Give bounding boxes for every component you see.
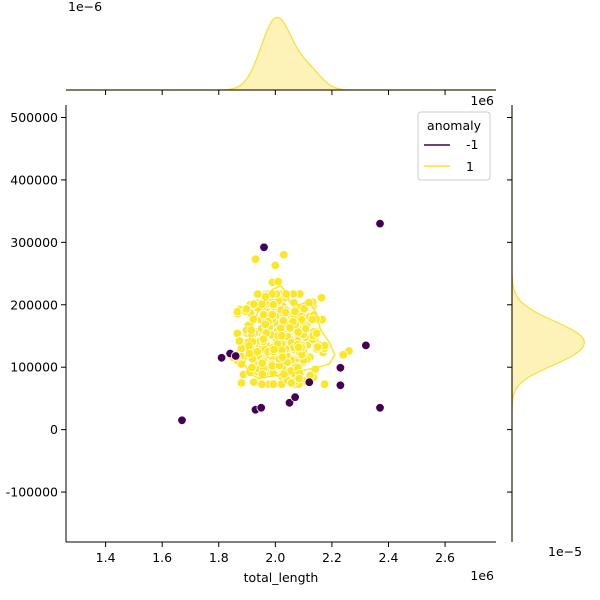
data-point-series-minus1 xyxy=(259,242,269,253)
y-tick-label: 200000 xyxy=(10,297,58,312)
data-point-series-1 xyxy=(252,347,262,357)
data-point-series-1 xyxy=(268,299,279,310)
main-plot: 1.4 1.6 1.8 2.0 2.2 2.4 2.6 -100000 0 100000 2000… xyxy=(6,93,496,585)
data-point-series-1 xyxy=(294,373,304,384)
legend: anomaly -1 1 xyxy=(417,111,491,181)
y-tick-label: 300000 xyxy=(10,235,58,250)
data-point-series-1 xyxy=(249,377,259,387)
data-point-series-1 xyxy=(319,379,330,389)
data-point-series-1 xyxy=(316,293,327,303)
data-point-series-1 xyxy=(257,379,267,389)
right-marginal-kde xyxy=(511,105,585,542)
y-tick-label: -100000 xyxy=(6,485,58,500)
y-offset-label-top: 1e6 xyxy=(470,93,494,108)
x-tick-label: 1.8 xyxy=(209,550,229,565)
x-offset-label: 1e6 xyxy=(470,568,494,583)
y-tick-label: 0 xyxy=(50,422,58,437)
legend-label-minus1: -1 xyxy=(466,137,478,152)
right-marginal: 1e−5 xyxy=(507,105,585,559)
data-point-series-minus1 xyxy=(335,363,346,373)
data-point-series-1 xyxy=(277,331,287,341)
data-point-series-1 xyxy=(232,307,243,317)
y-tick-label: 100000 xyxy=(10,360,58,375)
data-point-series-1 xyxy=(290,306,300,317)
data-point-series-1 xyxy=(300,324,311,334)
data-point-series-1 xyxy=(253,289,263,299)
data-point-series-1 xyxy=(313,342,323,352)
data-point-series-1 xyxy=(273,277,283,287)
data-point-series-1 xyxy=(260,319,271,330)
data-point-series-1 xyxy=(279,250,289,260)
data-point-series-1 xyxy=(258,334,269,344)
series-minus1-points xyxy=(177,218,385,426)
legend-box xyxy=(417,111,491,181)
data-point-series-1 xyxy=(278,316,289,326)
x-axis-ticks: 1.4 1.6 1.8 2.0 2.2 2.4 2.6 xyxy=(96,542,455,565)
kde-contour xyxy=(243,285,336,380)
x-tick-label: 1.4 xyxy=(96,550,116,565)
data-point-series-minus1 xyxy=(256,403,266,413)
data-point-series-1 xyxy=(293,342,304,353)
data-point-series-1 xyxy=(249,299,259,309)
data-point-series-minus1 xyxy=(375,218,385,229)
data-point-series-1 xyxy=(268,379,279,389)
data-point-series-1 xyxy=(236,378,247,388)
top-marginal: 1e−6 xyxy=(66,0,496,95)
y-axis-ticks: -100000 0 100000 200000 300000 400000 500000 xyxy=(6,110,66,500)
data-point-series-1 xyxy=(338,350,348,360)
x-tick-label: 2.6 xyxy=(435,550,455,565)
data-point-series-1 xyxy=(267,310,278,320)
y-tick-label: 400000 xyxy=(10,172,58,187)
right-offset-label: 1e−5 xyxy=(548,544,582,559)
data-point-series-minus1 xyxy=(304,377,315,387)
data-point-series-1 xyxy=(250,254,261,264)
data-point-series-1 xyxy=(270,260,281,271)
data-point-series-1 xyxy=(234,336,245,346)
data-point-series-1 xyxy=(297,315,307,325)
data-point-series-minus1 xyxy=(216,353,227,363)
data-point-series-1 xyxy=(307,314,317,325)
series-1-points xyxy=(228,250,354,389)
data-point-series-1 xyxy=(236,359,247,369)
x-axis-label: total_length xyxy=(244,570,319,585)
data-point-series-1 xyxy=(269,344,279,355)
top-offset-label: 1e−6 xyxy=(68,0,102,14)
data-point-series-1 xyxy=(260,292,271,302)
data-point-series-1 xyxy=(277,352,288,362)
data-point-series-minus1 xyxy=(361,340,371,351)
data-point-series-1 xyxy=(311,328,322,339)
x-tick-label: 2.4 xyxy=(379,550,399,565)
data-point-series-minus1 xyxy=(375,403,385,413)
x-tick-label: 1.6 xyxy=(152,550,172,565)
data-point-series-1 xyxy=(299,304,309,314)
y-tick-label: 500000 xyxy=(10,110,58,125)
data-point-series-1 xyxy=(286,378,297,388)
legend-label-1: 1 xyxy=(466,159,474,174)
data-point-series-minus1 xyxy=(284,398,295,408)
data-point-series-1 xyxy=(280,307,291,318)
data-point-series-minus1 xyxy=(290,392,300,402)
data-point-series-minus1 xyxy=(177,415,187,426)
top-marginal-kde xyxy=(66,16,496,91)
data-point-series-1 xyxy=(247,362,257,373)
top-marginal-ticks xyxy=(105,90,446,95)
data-point-series-minus1 xyxy=(230,351,241,361)
x-tick-label: 2.2 xyxy=(322,550,342,565)
x-tick-label: 2.0 xyxy=(265,550,285,565)
data-point-series-minus1 xyxy=(335,380,346,391)
legend-title: anomaly xyxy=(427,118,482,133)
data-point-series-1 xyxy=(285,323,295,333)
data-point-series-1 xyxy=(257,358,268,368)
data-point-series-1 xyxy=(241,304,252,314)
right-marginal-ticks xyxy=(507,116,512,493)
